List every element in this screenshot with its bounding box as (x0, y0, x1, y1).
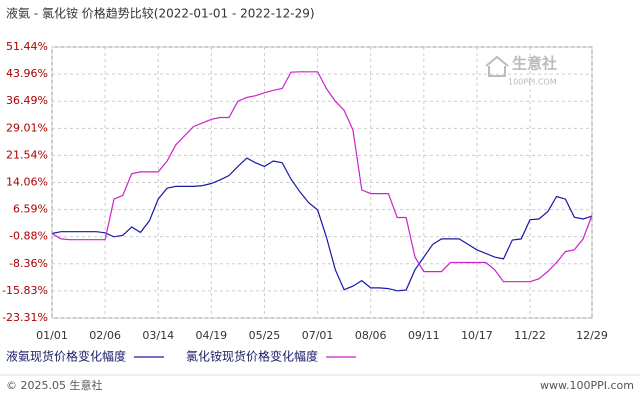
y-tick-label: 29.01% (6, 121, 48, 134)
x-tick-label: 07/01 (302, 329, 334, 342)
y-tick-label: 6.59% (13, 203, 48, 216)
series-line (51, 157, 593, 292)
y-tick-label: 36.49% (6, 94, 48, 107)
legend-label: 氯化铵现货价格变化幅度 (186, 349, 318, 364)
x-tick-label: 09/11 (408, 329, 440, 342)
x-tick-label: 12/29 (576, 329, 608, 342)
x-tick-label: 04/19 (195, 329, 227, 342)
y-tick-label: 21.54% (6, 148, 48, 161)
footer-left: © 2025.05 生意社 (6, 378, 102, 392)
footer-right: www.100PPI.com (540, 379, 634, 392)
y-tick-label: -0.88% (9, 230, 48, 243)
y-tick-label: -23.31% (2, 311, 48, 324)
y-tick-label: 51.44% (6, 40, 48, 53)
x-tick-label: 03/14 (142, 329, 174, 342)
y-tick-label: -15.83% (2, 284, 48, 297)
x-tick-label: 05/25 (249, 329, 281, 342)
y-tick-label: -8.36% (9, 257, 48, 270)
y-tick-label: 14.06% (6, 176, 48, 189)
y-tick-label: 43.96% (6, 67, 48, 80)
x-tick-label: 01/01 (36, 329, 68, 342)
watermark-icon (485, 55, 509, 77)
x-tick-label: 10/17 (461, 329, 493, 342)
x-tick-label: 08/06 (355, 329, 387, 342)
chart-title: 液氨 - 氯化铵 价格趋势比较(2022-01-01 - 2022-12-29) (6, 6, 315, 21)
watermark: 生意社 (512, 55, 557, 73)
x-tick-label: 11/22 (514, 329, 546, 342)
legend-label: 液氨现货价格变化幅度 (6, 349, 126, 364)
series-line (51, 71, 593, 283)
watermark-sub: 100PPI.COM (508, 78, 557, 87)
x-tick-label: 02/06 (89, 329, 121, 342)
